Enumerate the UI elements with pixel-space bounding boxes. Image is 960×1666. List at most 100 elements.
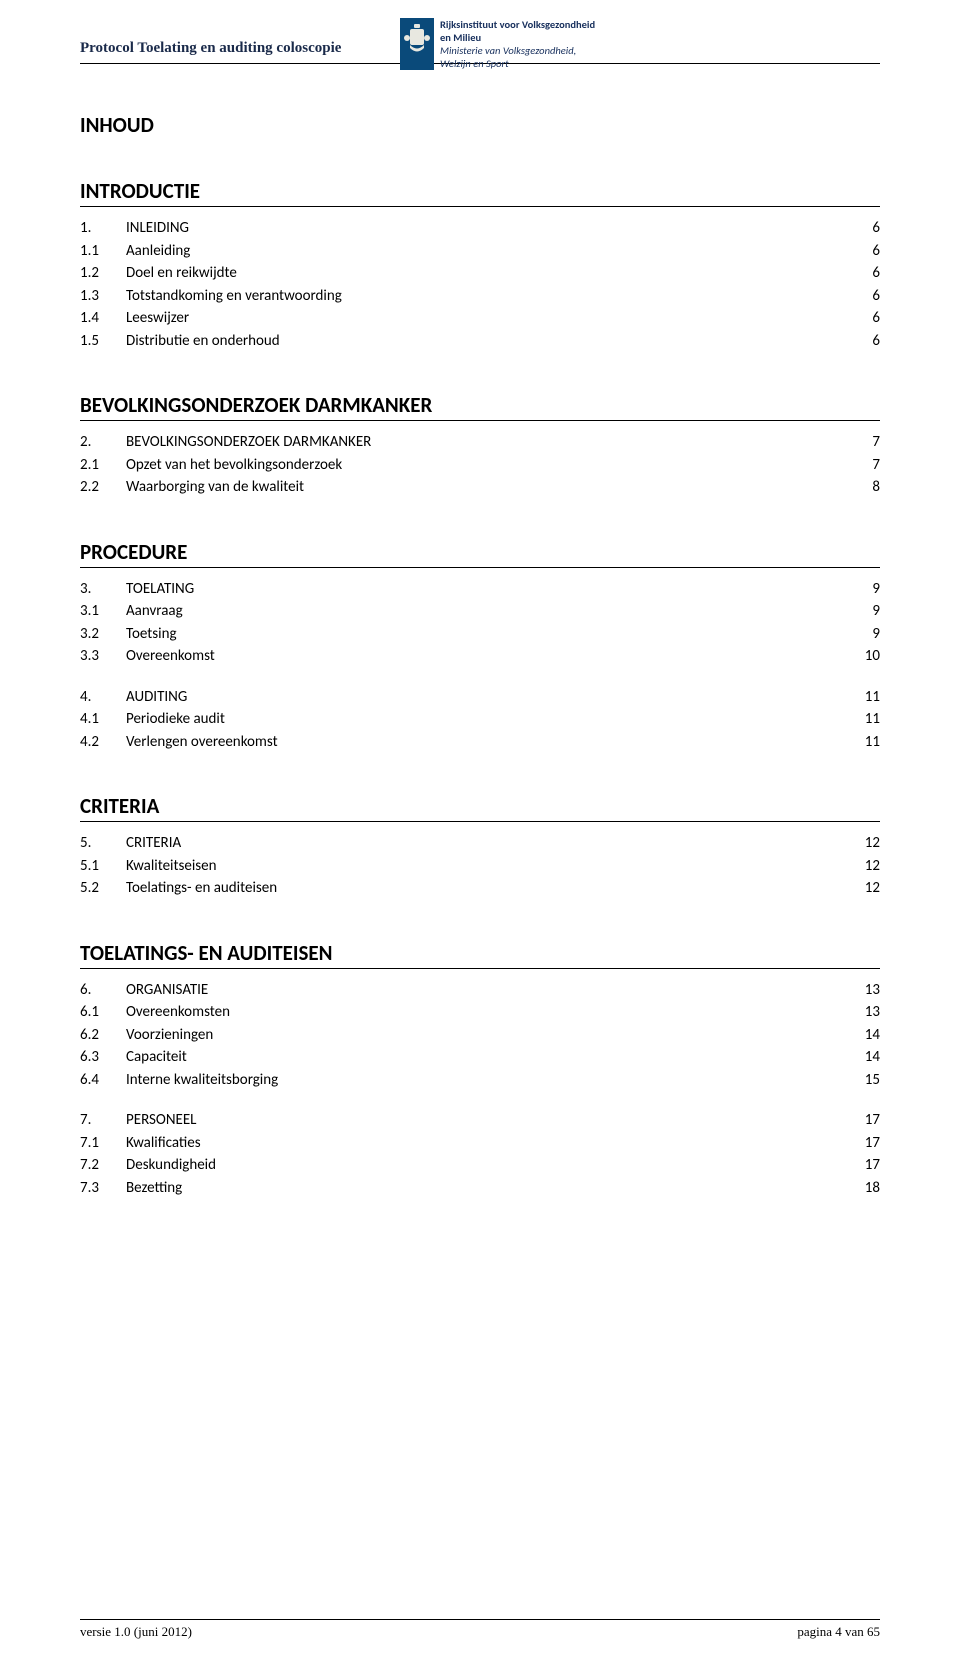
section-heading-procedure: PROCEDURE: [80, 539, 880, 565]
toc-page: 11: [840, 686, 880, 709]
toc-page: 11: [840, 708, 880, 731]
toc-row[interactable]: 6.1Overeenkomsten13: [80, 1001, 880, 1024]
toc-label: Interne kwaliteitsborging: [126, 1069, 840, 1092]
toc-num: 3.1: [80, 600, 126, 623]
toc-page: 6: [840, 307, 880, 330]
section-heading-criteria: CRITERIA: [80, 793, 880, 819]
toc-row[interactable]: 5.2Toelatings- en auditeisen12: [80, 877, 880, 900]
section-heading-introductie: INTRODUCTIE: [80, 178, 880, 204]
section-divider: [80, 206, 880, 207]
toc-num: 5.1: [80, 855, 126, 878]
toc-row[interactable]: 1.5Distributie en onderhoud6: [80, 330, 880, 353]
logo-block: Rijksinstituut voor Volksgezondheid en M…: [400, 18, 595, 71]
toc-label: Leeswijzer: [126, 307, 840, 330]
toc-row[interactable]: 7.PERSONEEL17: [80, 1109, 880, 1132]
toc-label: Doel en reikwijdte: [126, 262, 840, 285]
toc-page: 6: [840, 285, 880, 308]
toc-label: CRITERIA: [126, 832, 840, 855]
toc-row[interactable]: 6.4Interne kwaliteitsborging15: [80, 1069, 880, 1092]
toc-row[interactable]: 5.CRITERIA12: [80, 832, 880, 855]
toc-row[interactable]: 3.1Aanvraag9: [80, 600, 880, 623]
footer-version: versie 1.0 (juni 2012): [80, 1624, 192, 1640]
toc-page: 11: [840, 731, 880, 754]
section-divider: [80, 821, 880, 822]
toc-row[interactable]: 6.ORGANISATIE13: [80, 979, 880, 1002]
toc-num: 6.3: [80, 1046, 126, 1069]
toc-num: 1.1: [80, 240, 126, 263]
toc-num: 1.3: [80, 285, 126, 308]
toc-row[interactable]: 3.TOELATING9: [80, 578, 880, 601]
toc-row[interactable]: 2.1Opzet van het bevolkingsonderzoek7: [80, 454, 880, 477]
toc-row[interactable]: 1.3Totstandkoming en verantwoording6: [80, 285, 880, 308]
toc-block-bevolk: 2.BEVOLKINGSONDERZOEK DARMKANKER7 2.1Opz…: [80, 431, 880, 499]
toc-num: 7.: [80, 1109, 126, 1132]
toc-num: 7.3: [80, 1177, 126, 1200]
section-heading-toelatings: TOELATINGS- EN AUDITEISEN: [80, 940, 880, 966]
toc-row[interactable]: 3.3Overeenkomst10: [80, 645, 880, 668]
toc-row[interactable]: 6.3Capaciteit14: [80, 1046, 880, 1069]
toc-label: Overeenkomst: [126, 645, 840, 668]
toc-label: TOELATING: [126, 578, 840, 601]
toc-label: Kwalificaties: [126, 1132, 840, 1155]
toc-page: 6: [840, 330, 880, 353]
toc-page: 12: [840, 855, 880, 878]
doc-title: Protocol Toelating en auditing coloscopi…: [80, 40, 341, 57]
toc-block-criteria: 5.CRITERIA12 5.1Kwaliteitseisen12 5.2Toe…: [80, 832, 880, 900]
toc-num: 4.: [80, 686, 126, 709]
toc-row[interactable]: 1.INLEIDING6: [80, 217, 880, 240]
toc-page: 10: [840, 645, 880, 668]
toc-label: Distributie en onderhoud: [126, 330, 840, 353]
toc-num: 5.2: [80, 877, 126, 900]
toc-page: 17: [840, 1109, 880, 1132]
toc-row[interactable]: 5.1Kwaliteitseisen12: [80, 855, 880, 878]
toc-label: INLEIDING: [126, 217, 840, 240]
toc-page: 6: [840, 262, 880, 285]
toc-row[interactable]: 6.2Voorzieningen14: [80, 1024, 880, 1047]
toc-label: Voorzieningen: [126, 1024, 840, 1047]
logo-line-1: Rijksinstituut voor Volksgezondheid: [440, 18, 595, 31]
toc-row[interactable]: 4.AUDITING11: [80, 686, 880, 709]
footer-page: pagina 4 van 65: [797, 1624, 880, 1640]
section-divider: [80, 968, 880, 969]
toc-page: 17: [840, 1132, 880, 1155]
toc-num: 1.5: [80, 330, 126, 353]
toc-label: Periodieke audit: [126, 708, 840, 731]
toc-page: 12: [840, 832, 880, 855]
toc-row[interactable]: 2.BEVOLKINGSONDERZOEK DARMKANKER7: [80, 431, 880, 454]
toc-row[interactable]: 4.2Verlengen overeenkomst11: [80, 731, 880, 754]
toc-block-procedure-2: 4.AUDITING11 4.1Periodieke audit11 4.2Ve…: [80, 686, 880, 754]
toc-num: 7.2: [80, 1154, 126, 1177]
page-footer: versie 1.0 (juni 2012) pagina 4 van 65: [80, 1619, 880, 1640]
toc-page: 7: [840, 454, 880, 477]
section-divider: [80, 567, 880, 568]
toc-page: 9: [840, 578, 880, 601]
toc-num: 3.2: [80, 623, 126, 646]
toc-num: 1.: [80, 217, 126, 240]
toc-row[interactable]: 7.2Deskundigheid17: [80, 1154, 880, 1177]
toc-page: 7: [840, 431, 880, 454]
toc-label: Opzet van het bevolkingsonderzoek: [126, 454, 840, 477]
footer-divider: [80, 1619, 880, 1620]
toc-num: 7.1: [80, 1132, 126, 1155]
toc-num: 3.: [80, 578, 126, 601]
toc-row[interactable]: 2.2Waarborging van de kwaliteit8: [80, 476, 880, 499]
toc-block-introductie: 1.INLEIDING6 1.1Aanleiding6 1.2Doel en r…: [80, 217, 880, 352]
toc-row[interactable]: 7.1Kwalificaties17: [80, 1132, 880, 1155]
toc-row[interactable]: 1.2Doel en reikwijdte6: [80, 262, 880, 285]
toc-num: 4.2: [80, 731, 126, 754]
toc-page: 6: [840, 217, 880, 240]
toc-page: 17: [840, 1154, 880, 1177]
toc-row[interactable]: 1.4Leeswijzer6: [80, 307, 880, 330]
toc-label: Overeenkomsten: [126, 1001, 840, 1024]
toc-block-toelatings-2: 7.PERSONEEL17 7.1Kwalificaties17 7.2Desk…: [80, 1109, 880, 1199]
toc-block-procedure-1: 3.TOELATING9 3.1Aanvraag9 3.2Toetsing9 3…: [80, 578, 880, 668]
toc-row[interactable]: 1.1Aanleiding6: [80, 240, 880, 263]
toc-row[interactable]: 7.3Bezetting18: [80, 1177, 880, 1200]
toc-num: 2.1: [80, 454, 126, 477]
toc-row[interactable]: 3.2Toetsing9: [80, 623, 880, 646]
toc-row[interactable]: 4.1Periodieke audit11: [80, 708, 880, 731]
toc-label: Toelatings- en auditeisen: [126, 877, 840, 900]
toc-num: 5.: [80, 832, 126, 855]
toc-label: ORGANISATIE: [126, 979, 840, 1002]
toc-label: AUDITING: [126, 686, 840, 709]
